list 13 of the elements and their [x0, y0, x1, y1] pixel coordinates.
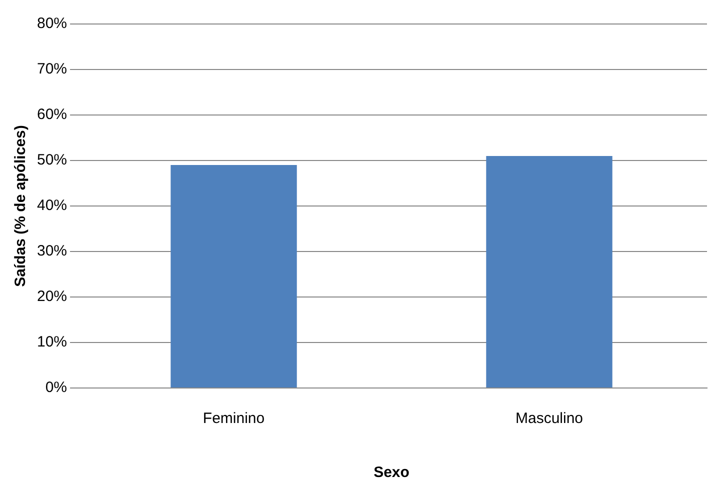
y-tick-label: 20%: [36, 288, 68, 306]
y-tick-label: 10%: [36, 334, 68, 351]
x-tick-label: Masculino: [515, 410, 584, 428]
y-tick-label: 60%: [36, 106, 68, 124]
y-tick-label: 80%: [36, 15, 68, 32]
x-axis-title: Sexo: [374, 464, 410, 482]
x-tick-label: Feminino: [202, 410, 265, 428]
y-tick-label: 30%: [36, 242, 68, 260]
y-tick-label: 0%: [45, 379, 68, 396]
y-tick-label: 40%: [36, 197, 68, 214]
y-tick-label: 70%: [36, 60, 68, 78]
y-tick-label: 50%: [36, 152, 68, 169]
y-axis-title: Saídas (% de apólices): [12, 125, 30, 287]
